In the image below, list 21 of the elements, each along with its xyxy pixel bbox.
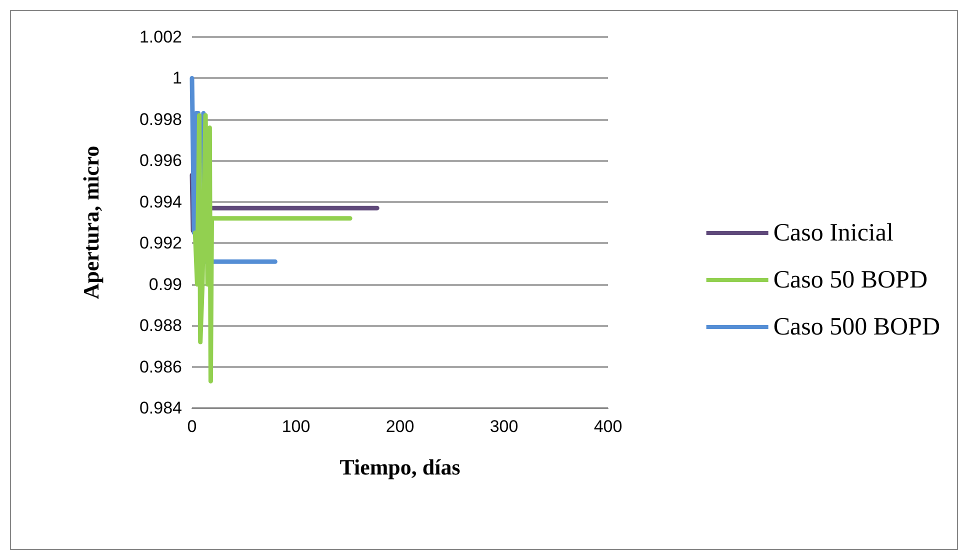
x-tick-label: 300 [490,417,518,436]
x-tick-label: 200 [386,417,414,436]
x-tick-label: 100 [282,417,310,436]
y-tick-label: 0.988 [139,316,182,336]
x-tick-label: 0 [187,417,197,436]
y-tick-label: 0.996 [139,151,182,170]
y-tick-label: 0.984 [139,398,182,418]
y-tick-label: 1 [172,68,182,88]
y-tick-label: 0.998 [139,110,182,129]
legend-label: Caso 500 BOPD [773,314,940,340]
legend-label: Caso 50 BOPD [773,266,928,294]
y-tick-label: 0.994 [139,192,182,212]
y-axis-title: Apertura, micro [78,146,104,300]
legend-label: Caso Inicial [773,220,894,246]
y-tick-label: 0.992 [139,234,182,253]
line-series [192,113,352,384]
y-tick-label: 1.002 [139,28,182,46]
x-tick-label: 400 [594,417,622,436]
x-axis-title: Tiempo, días [340,454,461,480]
y-tick-label: 0.986 [139,357,182,376]
y-tick-label: 0.99 [148,274,182,294]
